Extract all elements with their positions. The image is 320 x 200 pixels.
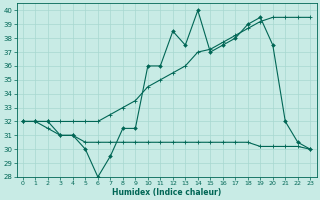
X-axis label: Humidex (Indice chaleur): Humidex (Indice chaleur) (112, 188, 221, 197)
